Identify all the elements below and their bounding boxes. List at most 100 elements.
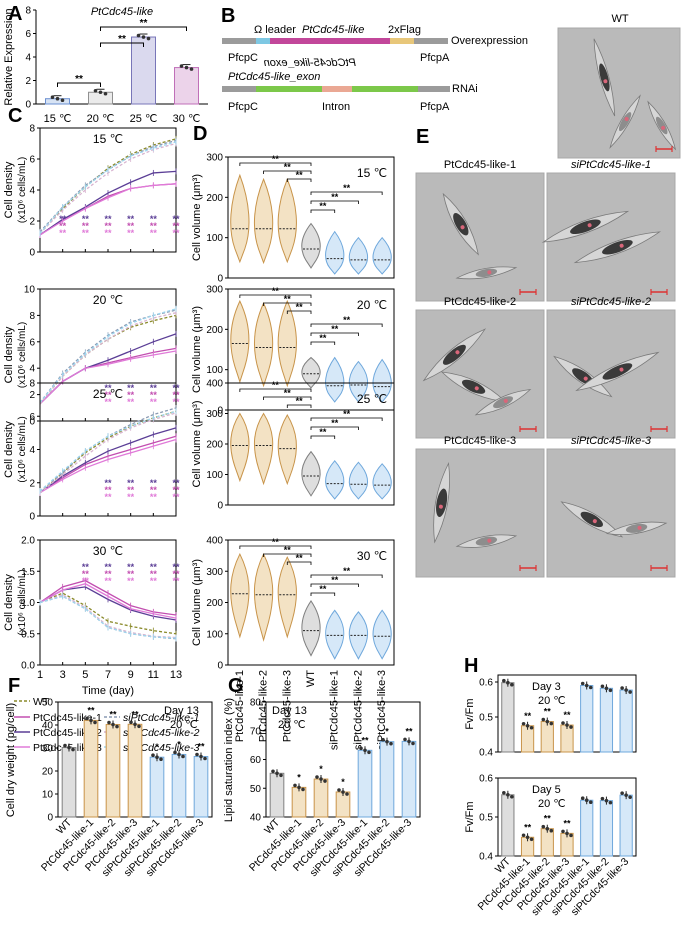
y-tick-label: 4 [29, 445, 35, 456]
y-tick-label: 300 [206, 285, 223, 296]
y-tick-label: 100 [206, 365, 223, 376]
annotation-day: Day 13 [272, 705, 307, 717]
data-point [275, 771, 279, 776]
x-tick-label: 30 ℃ [173, 113, 201, 125]
exon-label-mirrored: PtCdc45-like_exon [264, 57, 356, 69]
diatom-cell [575, 351, 660, 392]
data-point [502, 678, 506, 683]
significance-mark: ** [127, 485, 135, 495]
data-point [67, 745, 71, 750]
temperature-label: 15 ℃ [93, 132, 123, 146]
y-tick-label: 100 [206, 470, 223, 481]
significance-mark: ** [140, 18, 148, 29]
significance-mark: ** [104, 221, 112, 231]
data-point [133, 722, 137, 727]
y-axis-title: Cell dry weight (pg/cell) [5, 703, 17, 817]
chloroplast-spot [455, 350, 460, 355]
y-axis-title: Relative Expression [3, 8, 15, 105]
annotation-temperature: 20 ℃ [278, 719, 306, 731]
y-tick-label: 8 [29, 311, 35, 322]
y-tick-label: 1.5 [21, 567, 35, 578]
significance-mark: * [155, 742, 159, 752]
significance-mark: ** [59, 221, 67, 231]
significance-mark: ** [319, 427, 327, 437]
bar [131, 36, 156, 105]
significance-mark: ** [544, 814, 552, 824]
bar [501, 682, 515, 753]
micrograph-border [546, 448, 676, 578]
data-point [529, 725, 534, 730]
micrograph-border [415, 448, 545, 578]
cell-body [655, 116, 668, 135]
data-point [525, 723, 530, 728]
y-tick-label: 100 [206, 629, 223, 640]
data-point [381, 737, 385, 742]
plot-frame [39, 539, 177, 666]
cell-body [453, 213, 469, 236]
data-point [565, 723, 569, 727]
data-point [588, 685, 593, 690]
temperature-label: 25 ℃ [93, 387, 123, 401]
data-point [50, 95, 55, 100]
temperature-label: 30 ℃ [93, 544, 123, 558]
significance-mark: ** [150, 397, 158, 407]
significance-mark: ** [82, 214, 90, 224]
panel-letter-B: B [221, 5, 235, 27]
significance-mark: ** [172, 576, 180, 586]
cell-body [572, 368, 594, 385]
significance-mark: ** [296, 170, 304, 180]
annotation-day: Day 13 [164, 705, 199, 717]
x-tick-label: PtCdc45-like-1 [234, 670, 246, 742]
micrograph-border [415, 172, 545, 302]
significance-mark: ** [127, 562, 135, 572]
y-axis-title: Cell volume (μm³) [191, 400, 203, 487]
significance-mark: ** [127, 214, 135, 224]
diatom-cell [442, 192, 479, 256]
significance-bracket [100, 26, 187, 31]
annotation-temperature: 20 ℃ [538, 798, 566, 810]
cell-body [436, 488, 448, 517]
data-point [561, 829, 565, 834]
significance-mark: ** [563, 818, 571, 828]
data-point [584, 683, 589, 688]
chloroplast-spot [583, 376, 588, 381]
y-tick-label: 80 [250, 698, 262, 709]
y-tick-label: 0.4 [479, 748, 493, 759]
diatom-cell [474, 388, 532, 416]
micrograph-border [557, 27, 681, 159]
y-tick-label: 50 [42, 698, 54, 709]
violin [253, 177, 274, 265]
y-tick-label: 0 [47, 813, 53, 824]
bar [501, 794, 515, 857]
micrograph [416, 173, 544, 301]
significance-mark: ** [172, 221, 180, 231]
data-point [525, 835, 530, 840]
significance-bracket [100, 42, 144, 47]
y-tick-label: 60 [250, 755, 262, 766]
violin [348, 461, 369, 500]
significance-bracket [263, 396, 312, 400]
knockdown-line-label: siPtCdc45-like-2 [571, 296, 651, 308]
data-point [620, 791, 624, 795]
terminator-label: PfcpA [420, 52, 450, 64]
significance-mark: ** [127, 221, 135, 231]
x-tick-label: 25 ℃ [130, 113, 158, 125]
data-point [85, 716, 89, 721]
y-axis-title: Lipid saturation index (%) [223, 698, 235, 822]
y-tick-label: 6 [25, 29, 31, 40]
x-tick-label: WT [305, 670, 317, 687]
violin [277, 177, 297, 264]
data-point [89, 718, 93, 723]
cell-body [618, 112, 632, 132]
significance-mark: ** [104, 569, 112, 579]
y-tick-label: 0.4 [479, 852, 493, 863]
data-point [407, 739, 411, 744]
significance-mark: ** [82, 221, 90, 231]
violin [277, 299, 297, 388]
significance-mark: ** [172, 478, 180, 488]
data-point [403, 737, 407, 742]
diatom-cell [422, 328, 487, 382]
y-axis-title: Cell volume (μm³) [191, 559, 203, 646]
y-tick-label: 0.6 [479, 774, 493, 785]
significance-bracket [310, 417, 383, 421]
